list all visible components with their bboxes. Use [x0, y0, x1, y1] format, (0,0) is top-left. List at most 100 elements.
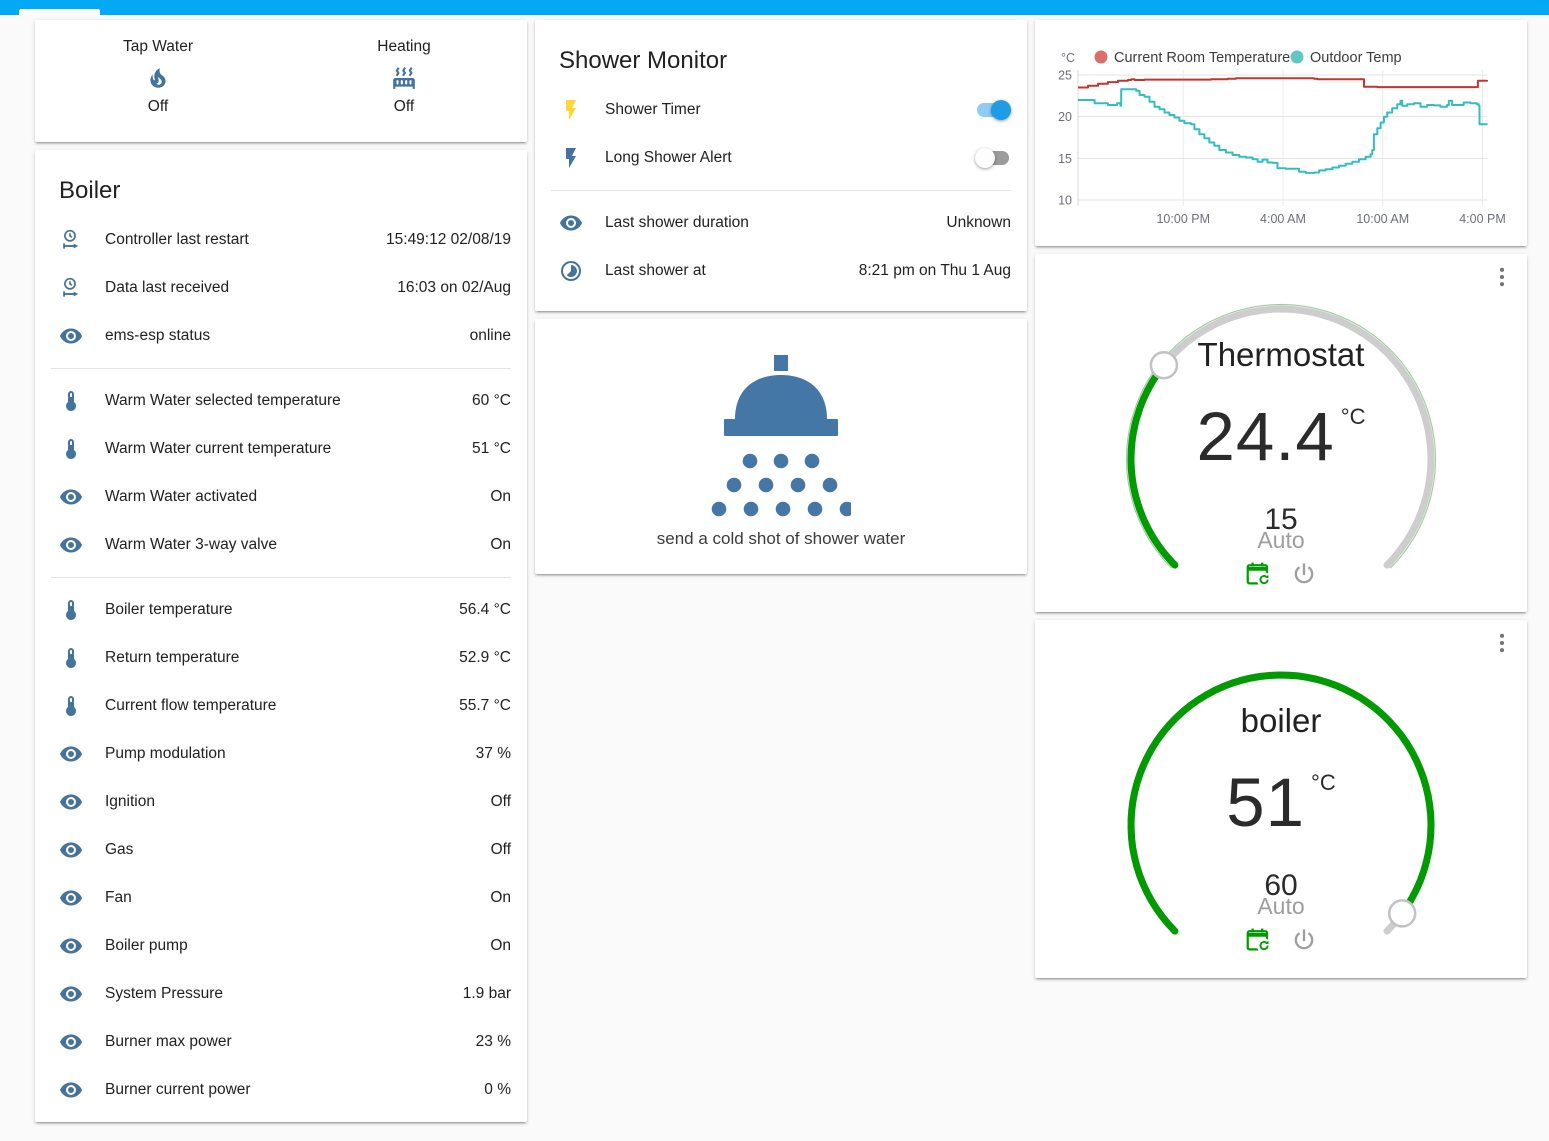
entity-value: 52.9 °C — [459, 649, 511, 666]
dial-title: Thermostat — [1197, 336, 1365, 373]
entity-row[interactable]: Warm Water current temperature 51 °C — [35, 425, 527, 473]
entity-row[interactable]: System Pressure 1.9 bar — [35, 970, 527, 1018]
entity-label: Warm Water activated — [105, 488, 258, 505]
entity-row[interactable]: Boiler pump On — [35, 922, 527, 970]
power-icon[interactable] — [1290, 926, 1318, 954]
entity-value: On — [490, 937, 511, 954]
entity-value: 15:49:12 02/08/19 — [386, 231, 511, 248]
column-1: Tap Water Off Heating Off Boiler Controller… — [35, 20, 527, 1122]
x-tick-label: 10:00 PM — [1156, 212, 1210, 226]
entity-rows: Shower Timer Long Shower Alert Last shower… — [535, 86, 1027, 303]
more-options-button[interactable] — [1489, 264, 1515, 290]
thermometer-icon — [66, 439, 76, 459]
eye-icon — [60, 842, 82, 858]
glance-item-tap-water[interactable]: Tap Water Off — [60, 38, 257, 142]
entity-value: 23 % — [475, 1033, 511, 1050]
entity-row[interactable]: Fan On — [35, 874, 527, 922]
toggle-switch[interactable] — [975, 148, 1011, 168]
entity-row[interactable]: Long Shower Alert — [535, 134, 1027, 182]
legend-label[interactable]: Current Room Temperature — [1114, 50, 1290, 66]
toggle-switch[interactable] — [975, 100, 1011, 120]
temperature-history-chart: 25 20 15 10 10:00 PM 4:00 AM 10:00 AM 4:00 PM °C… — [1058, 50, 1506, 226]
power-icon — [1294, 563, 1314, 584]
x-tick-label: 4:00 PM — [1459, 212, 1506, 226]
temperature-dial[interactable] — [1035, 254, 1527, 612]
thermometer-icon — [66, 696, 76, 716]
glance-label: Tap Water — [122, 38, 194, 55]
y-axis-unit: °C — [1061, 51, 1075, 65]
eye-icon — [60, 746, 82, 762]
entity-row[interactable]: Last shower at 8:21 pm on Thu 1 Aug — [535, 247, 1027, 295]
entity-row[interactable]: Burner current power 0 % — [35, 1066, 527, 1114]
entity-label: Last shower duration — [605, 214, 749, 231]
entity-value: On — [490, 889, 511, 906]
entity-label: Warm Water current temperature — [105, 440, 332, 457]
dots-vertical-icon — [1499, 633, 1505, 653]
slider-handle[interactable] — [1387, 899, 1417, 928]
calendar-sync-icon[interactable] — [1244, 560, 1272, 588]
glance-card: Tap Water Off Heating Off — [35, 20, 527, 142]
toggle-thumb[interactable] — [975, 148, 995, 168]
entity-row[interactable]: Boiler temperature 56.4 °C — [35, 586, 527, 634]
y-tick-label: 10 — [1058, 194, 1072, 208]
column-3: 25 20 15 10 10:00 PM 4:00 AM 10:00 AM 4:00 PM °C… — [1035, 20, 1527, 1122]
shower-button-card[interactable]: send a cold shot of shower water — [535, 319, 1027, 574]
thermometer-icon — [66, 648, 76, 668]
power-icon[interactable] — [1290, 560, 1318, 588]
slider-handle[interactable] — [1149, 350, 1179, 380]
entity-row[interactable]: Warm Water selected temperature 60 °C — [35, 377, 527, 425]
eye-icon — [60, 986, 82, 1002]
temperature-dial[interactable] — [1035, 620, 1527, 978]
thermometer-icon — [66, 600, 76, 620]
entity-label: Current flow temperature — [105, 697, 277, 714]
entity-row[interactable]: Burner max power 23 % — [35, 1018, 527, 1066]
calendar-sync-icon[interactable] — [1244, 926, 1272, 954]
eye-icon — [60, 890, 82, 906]
entity-row[interactable]: ems-esp status online — [35, 312, 527, 360]
entity-label: Pump modulation — [105, 745, 226, 762]
entity-label: Controller last restart — [105, 231, 249, 248]
more-options-button[interactable] — [1489, 630, 1515, 656]
entity-row[interactable]: Current flow temperature 55.7 °C — [35, 682, 527, 730]
divider — [51, 368, 511, 369]
entity-row[interactable]: Ignition Off — [35, 778, 527, 826]
dial-title: boiler — [1240, 702, 1322, 739]
divider — [51, 577, 511, 578]
legend-label[interactable]: Outdoor Temp — [1310, 50, 1402, 66]
thermostat-card: Thermostat 24.4 °C 15 Auto — [1035, 254, 1527, 612]
entity-label: Last shower at — [605, 262, 706, 279]
hvac-mode: Auto — [1257, 893, 1305, 919]
entity-row[interactable]: Return temperature 52.9 °C — [35, 634, 527, 682]
entity-row[interactable]: Gas Off — [35, 826, 527, 874]
unit-label: °C — [1311, 770, 1336, 795]
column-2: Shower Monitor Shower Timer Long Shower A… — [535, 20, 1027, 1122]
entity-label: ems-esp status — [105, 327, 211, 344]
entity-label: Ignition — [105, 793, 155, 810]
entity-value: 37 % — [475, 745, 511, 762]
entity-row[interactable]: Pump modulation 37 % — [35, 730, 527, 778]
hvac-mode: Auto — [1257, 527, 1305, 553]
entity-row[interactable]: Controller last restart 15:49:12 02/08/19 — [35, 216, 527, 264]
entity-row[interactable]: Data last received 16:03 on 02/Aug — [35, 264, 527, 312]
entity-row[interactable]: Warm Water activated On — [35, 473, 527, 521]
entity-row[interactable]: Warm Water 3-way valve On — [35, 521, 527, 569]
entity-value: Off — [490, 793, 511, 810]
boiler-card: Boiler Controller last restart 15:49:12 0… — [35, 150, 527, 1122]
entity-label: Fan — [105, 889, 132, 906]
glance-state: Off — [147, 98, 169, 115]
entity-label: Gas — [105, 841, 134, 858]
active-tab-indicator[interactable] — [19, 9, 100, 15]
card-title: Boiler — [59, 177, 121, 204]
entity-value: 51 °C — [472, 440, 511, 457]
legend-dot — [1094, 50, 1108, 64]
toggle-thumb[interactable] — [991, 100, 1011, 120]
entity-value: 8:21 pm on Thu 1 Aug — [858, 262, 1011, 279]
entity-label: System Pressure — [105, 985, 224, 1002]
entity-row[interactable]: Last shower duration Unknown — [535, 199, 1027, 247]
entity-value: Off — [490, 841, 511, 858]
entity-value: 56.4 °C — [459, 601, 511, 618]
entity-rows: Controller last restart 15:49:12 02/08/19… — [35, 216, 527, 1122]
glance-item-heating[interactable]: Heating Off — [306, 38, 503, 142]
timelapse-icon — [561, 261, 581, 281]
entity-row[interactable]: Shower Timer — [535, 86, 1027, 134]
